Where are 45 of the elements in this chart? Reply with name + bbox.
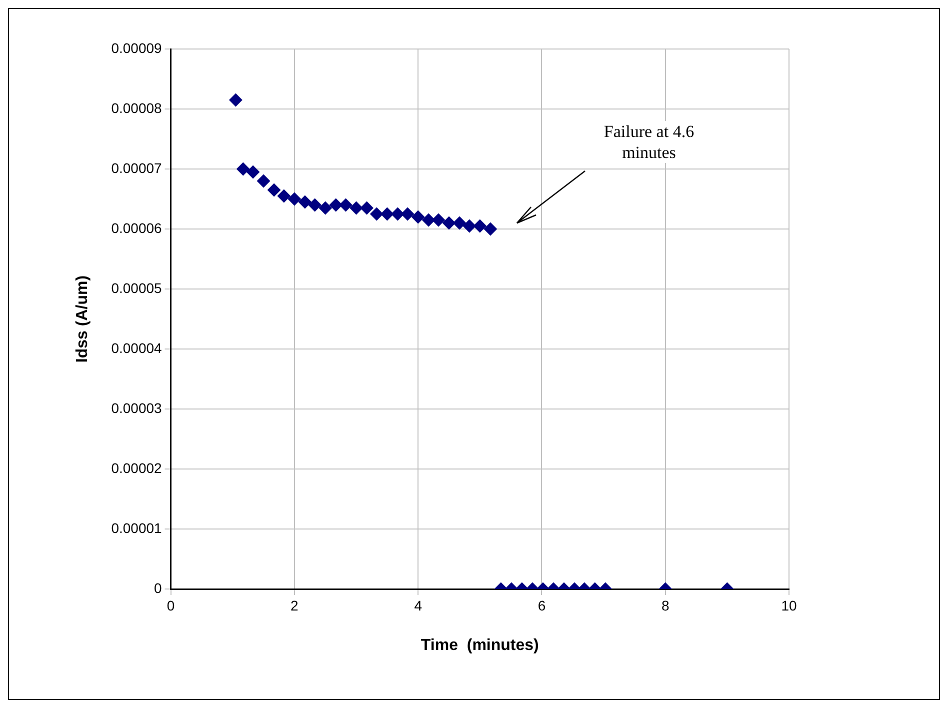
point [298,196,312,208]
point [236,162,250,176]
annotation: Failure at 4.6 minutes [579,121,719,163]
point [268,184,281,196]
point [288,192,301,206]
point [350,202,363,214]
point [432,214,445,226]
y-tick-label: 0.00007 [111,160,162,176]
y-tick-label: 0.00002 [111,460,162,476]
point [462,220,476,232]
point [277,190,290,202]
point [422,214,436,226]
x-tick-label: 2 [290,597,299,614]
point [318,202,332,214]
y-tick-label: 0.00006 [111,220,162,236]
y-tick-label: 0.00001 [111,520,162,536]
y-axis-title: Idss (A/um) [74,275,92,363]
point [412,210,425,224]
x-tick-label: 4 [414,597,422,614]
point [484,222,497,236]
x-tick-label: 10 [781,597,797,614]
point [442,216,456,230]
y-tick-label: 0.00005 [111,280,162,296]
point [329,198,342,212]
y-tick-label: 0.00009 [111,40,162,56]
point [360,202,374,214]
x-tick-label: 6 [538,597,546,614]
point [473,220,486,232]
y-tick-label: 0.00008 [111,100,162,116]
point [257,174,270,188]
y-tick-label: 0 [154,580,162,596]
point [391,208,404,220]
point [401,208,414,220]
y-tick-label: 0.00004 [111,340,162,356]
point [339,198,352,212]
point [229,94,242,106]
x-tick-label: 0 [166,597,175,614]
point [246,166,260,178]
y-tick-label: 0.00003 [111,400,162,416]
point [370,208,384,220]
x-tick-label: 8 [661,597,670,614]
point [453,216,466,230]
x-axis-title: Time (minutes) [420,636,539,654]
point [308,198,322,212]
point [380,208,394,220]
